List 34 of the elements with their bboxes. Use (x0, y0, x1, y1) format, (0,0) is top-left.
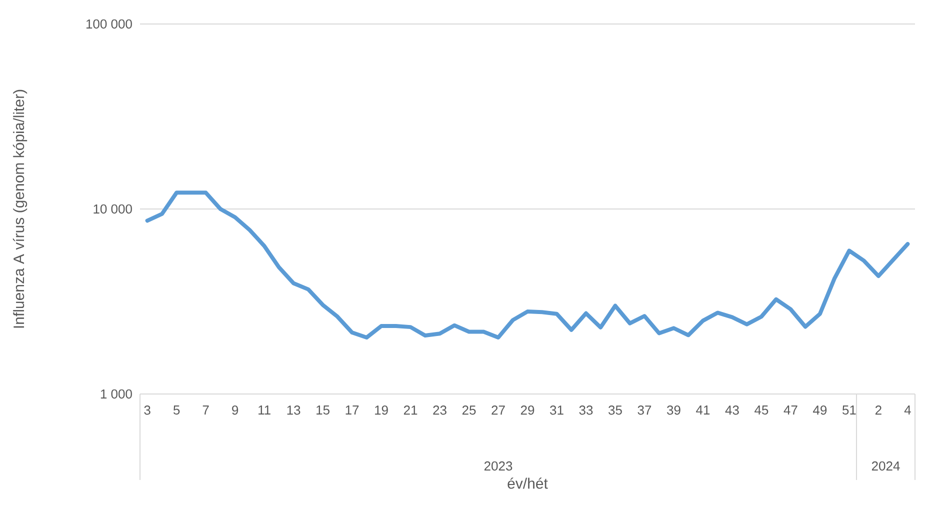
text: 2023 (484, 461, 512, 471)
y-axis-title: Influenza A vírus (genom kópia/liter) (12, 90, 28, 328)
x-tick-label: 45 (754, 406, 768, 415)
x-tick-label: 4 (904, 406, 911, 414)
x-tick-label: 47 (784, 406, 798, 414)
x-tick-label: 35 (608, 406, 622, 415)
x-tick-label: 5 (173, 406, 180, 415)
x-tick-label: 39 (666, 406, 680, 415)
x-tick-label: 31 (550, 406, 564, 415)
x-tick-label: 15 (316, 406, 330, 415)
y-tick-label: 1 000 (100, 389, 132, 399)
x-tick-label: 43 (725, 406, 739, 415)
x-tick-label: 17 (346, 406, 359, 414)
x-tick-label: 3 (144, 406, 150, 415)
x-tick-label: 41 (696, 406, 710, 414)
x-tick-label: 29 (520, 406, 534, 415)
x-axis-title: év/hét (508, 478, 548, 489)
x-tick-label: 11 (258, 406, 270, 414)
x-tick-label: 51 (842, 406, 856, 415)
x-tick-label: 23 (433, 406, 446, 415)
text: 2024 (872, 461, 900, 471)
x-tick-label: 9 (232, 406, 238, 415)
x-tick-label: 37 (638, 406, 652, 415)
x-tick-label: 33 (579, 406, 593, 415)
x-tick-label: 7 (202, 406, 209, 414)
y-tick-label: 100 000 (86, 19, 132, 29)
x-tick-label: 21 (404, 406, 418, 415)
y-tick-label: 10 000 (94, 204, 132, 214)
x-tick-label: 25 (462, 406, 476, 415)
x-tick-label: 19 (375, 406, 388, 415)
x-tick-label: 49 (813, 406, 827, 415)
x-tick-label: 27 (492, 406, 505, 415)
x-tick-label: 2 (875, 406, 882, 415)
x-tick-label: 13 (287, 406, 300, 415)
